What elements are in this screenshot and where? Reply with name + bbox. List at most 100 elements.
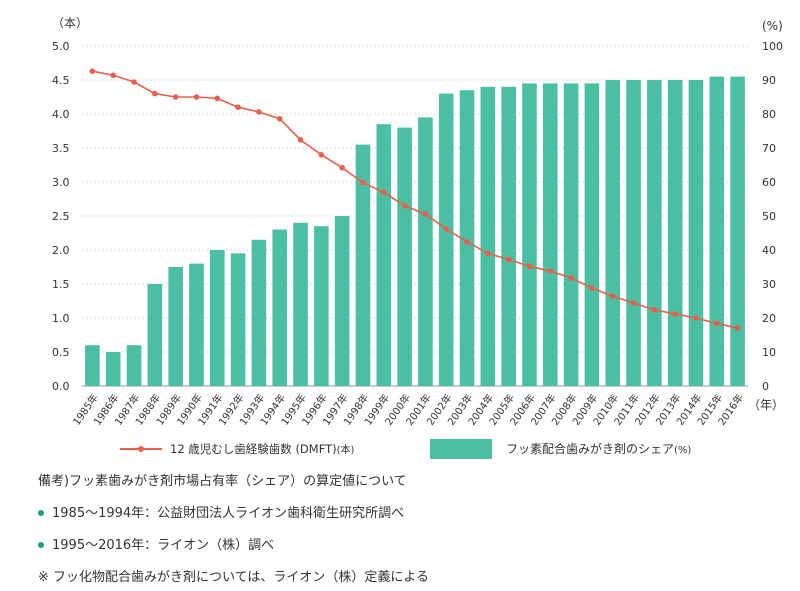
bar [230,253,246,386]
bar [314,226,329,386]
line-point [131,79,137,85]
line-point [672,311,678,317]
notes-footnote: ※ フッ化物配合歯みがき剤については、ライオン（株）定義による [38,570,429,585]
right-tick-label: 50 [762,210,776,223]
left-tick-label: 1.0 [52,312,70,325]
left-tick-label: 3.5 [52,142,70,155]
left-tick-label: 2.5 [52,210,70,223]
left-tick-label: 4.0 [52,108,70,121]
left-tick-label: 5.0 [52,40,70,53]
bar [709,76,725,386]
line-point [297,137,304,143]
bar [126,345,142,386]
left-tick-label: 4.5 [52,74,70,87]
bar [85,345,100,386]
line-point [256,109,262,115]
bar [418,117,433,387]
notes-bullet-2: 1995〜2016年：ライオン（株）調べ [38,534,274,553]
line-point [380,189,387,195]
legend-line-marker [138,446,144,452]
legend: 12 歳児むし歯経験歯数 (DMFT)(本) フッ素配合歯みがき剤のシェア(%) [120,439,691,459]
bar [667,80,683,386]
left-tick-label: 0.5 [52,346,70,359]
right-axis: 0 10 20 30 40 50 60 70 80 90 100 [762,40,783,393]
line-point [485,250,491,257]
legend-line-label: 12 歳児むし歯経験歯数 (DMFT)(本) [170,442,355,456]
line-point [651,307,658,313]
notes-bullet-1: 1985〜1994年：公益財団法人ライオン歯科衛生研究所調べ [38,502,404,521]
line-point [401,203,408,209]
line-point [568,275,574,281]
bar [147,284,163,386]
legend-bar-label: フッ素配合歯みがき剤のシェア(%) [506,441,691,456]
bar [688,80,704,386]
legend-bar-swatch [430,439,492,459]
x-axis: 1985年1986年1987年1988年1989年1990年1991年1992年… [70,391,746,427]
bar [626,80,641,386]
bar-series-share [85,76,745,387]
bar [272,229,288,386]
line-point [630,300,637,306]
line-point [464,239,470,245]
bar [438,93,454,386]
right-tick-label: 20 [762,312,776,325]
bar [522,83,537,387]
bar [397,127,412,386]
bar [605,80,621,386]
line-point [276,115,283,122]
right-tick-label: 30 [762,278,776,291]
line-point [547,268,554,274]
bar [647,80,662,386]
line-point [505,256,512,263]
bar [501,86,516,387]
series-line [92,70,738,329]
left-tick-label: 2.0 [52,244,70,257]
bar [542,83,558,387]
line-point [589,285,595,291]
line-point [609,293,616,300]
right-tick-label: 80 [762,108,776,121]
right-tick-label: 70 [762,142,776,155]
bar [355,144,371,386]
line-point [172,94,179,100]
line-point [693,315,699,321]
line-point [110,72,117,79]
line-point [318,152,325,158]
line-point [235,104,241,110]
line-series-dmft [89,68,741,332]
bullet-dot-icon [38,509,44,516]
bar [293,222,308,386]
bar [563,83,579,387]
right-tick-label: 0 [762,380,769,393]
left-tick-label: 0.0 [52,380,70,393]
line-point [89,68,96,74]
line-point [360,179,366,186]
left-axis: 0.0 0.5 1.0 1.5 2.0 2.5 3.0 3.5 4.0 4.5 5.0 [52,40,70,393]
bullet-dot-icon [38,541,44,548]
bar [584,83,600,387]
line-point [713,320,720,327]
bar [376,124,392,386]
right-tick-label: 40 [762,244,776,257]
left-axis-unit: （本） [52,16,88,30]
bar [168,267,183,386]
bar [189,263,204,386]
line-point [193,94,200,100]
line-point [443,226,450,232]
bar [105,352,121,386]
line-point [422,211,429,217]
x-axis-unit: （年） [748,398,784,412]
right-tick-label: 90 [762,74,776,87]
bar [730,76,745,386]
right-tick-label: 100 [762,40,783,53]
line-point [214,95,221,102]
line-point [152,90,158,97]
right-tick-label: 10 [762,346,776,359]
line-point [339,164,345,171]
combo-chart: 0.0 0.5 1.0 1.5 2.0 2.5 3.0 3.5 4.0 4.5 5.0 0 10 20 3… [52,16,784,459]
line-point [734,325,741,332]
bar [251,239,267,386]
left-tick-label: 1.5 [52,278,70,291]
bar [209,250,225,386]
bar [480,86,496,387]
